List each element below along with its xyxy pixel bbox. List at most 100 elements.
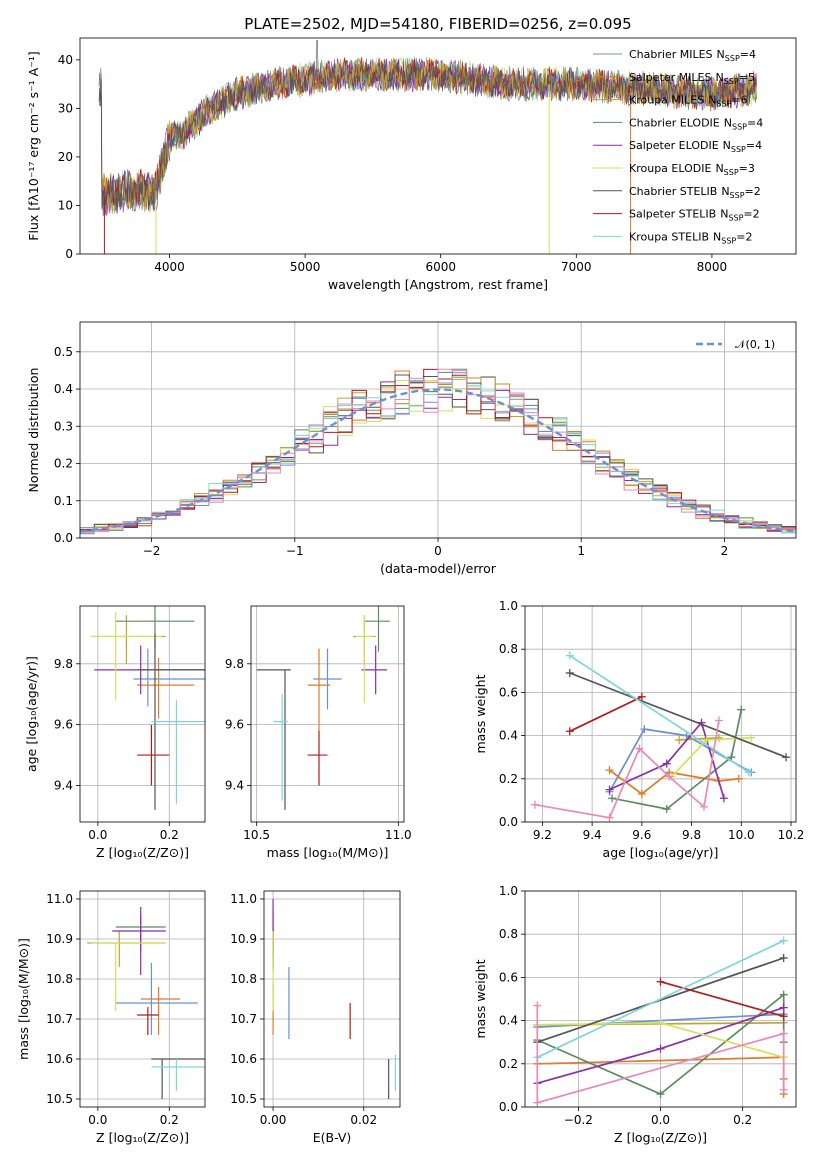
y-tick-label: 0.4	[499, 729, 518, 743]
weight-marker	[533, 1001, 542, 1010]
plot-area	[272, 899, 397, 1099]
y-tick-label: 10	[58, 198, 73, 212]
y-tick-label: 0.4	[54, 382, 73, 396]
x-tick-label: 0.2	[160, 1113, 179, 1127]
axes-frame: 0.0 0.2 10.5 10.6 10.7 10.8 10.9 11.0 Z [log₁₀(Z…	[16, 890, 206, 1145]
y-tick-label: 0.6	[499, 685, 518, 699]
y-tick-label: 1.0	[499, 884, 518, 898]
legend-eq: =	[736, 230, 745, 243]
legend-n-label: N	[717, 48, 725, 61]
y-axis-label: Flux [fλ10⁻¹⁷ erg cm⁻² s⁻¹ A⁻¹]	[26, 51, 41, 240]
normal-curve	[79, 388, 797, 533]
y-tick-label: 10.7	[230, 1012, 257, 1026]
legend-n-label: N	[713, 230, 721, 243]
y-tick-label: 20	[58, 150, 73, 164]
legend-n-sub: SSP	[724, 168, 739, 177]
x-tick-label: 0.2	[733, 1113, 752, 1127]
weight-marker	[779, 953, 788, 962]
weight-series-line	[611, 709, 743, 810]
legend-name: Kroupa MILES	[629, 94, 704, 107]
residuals-panel: −2 −1 0 1 2 0.0 0.1 0.2 0.3 0.4 0.5 (data-model)/er…	[26, 321, 797, 576]
x-tick-label: 0.0	[651, 1113, 670, 1127]
y-tick-label: 1.0	[499, 599, 518, 613]
axes-border	[79, 890, 206, 1108]
weight-series-line	[534, 720, 720, 819]
y-tick-label: 40	[58, 53, 73, 67]
weight-marker	[779, 1085, 788, 1094]
legend-n-sub: SSP	[731, 145, 746, 154]
y-tick-label: 0.5	[54, 345, 73, 359]
legend-eq: =	[743, 208, 752, 221]
x-tick-label: 0.0	[88, 828, 107, 842]
weight-marker	[640, 725, 649, 734]
legend-n-label: N	[721, 185, 729, 198]
weight-marker	[662, 759, 671, 768]
axes-border	[524, 890, 797, 1108]
y-tick-label: 11.0	[46, 892, 73, 906]
legend-entry: Salpeter ELODIE NSSP=4	[629, 139, 762, 154]
y-tick-label: 10.9	[230, 932, 257, 946]
legend-entry: Salpeter MILES NSSP=5	[629, 71, 755, 86]
x-tick-label: −2	[143, 544, 161, 558]
y-tick-label: 0.0	[499, 815, 518, 829]
y-tick-label: 10.5	[46, 1092, 73, 1106]
x-tick-label: 0.2	[160, 828, 179, 842]
y-tick-label: 0.2	[54, 457, 73, 471]
weight-marker	[782, 753, 791, 762]
x-tick-label: 1	[577, 544, 585, 558]
x-tick-label: 9.2	[533, 828, 552, 842]
weight-marker	[727, 753, 736, 762]
legend-n-label: N	[715, 162, 723, 175]
weight-marker	[682, 731, 691, 740]
axes-frame: 9.2 9.4 9.6 9.8 10.0 10.2 0.0 0.2 0.4 0.6 0.8 1.0 ag…	[473, 599, 804, 860]
axes-border	[263, 890, 401, 1108]
x-tick-label: 2	[721, 544, 729, 558]
y-tick-label: 9.6	[225, 718, 244, 732]
axes-frame: −2 −1 0 1 2 0.0 0.1 0.2 0.3 0.4 0.5 (data-model)/er…	[26, 321, 797, 576]
figure-title: PLATE=2502, MJD=54180, FIBERID=0256, z=0…	[244, 15, 631, 33]
weight-marker	[702, 735, 711, 744]
x-tick-label: 0.02	[350, 1113, 377, 1127]
weight-marker	[656, 977, 665, 986]
legend-n-value: 4	[749, 48, 756, 61]
weight-series-line	[660, 980, 784, 1018]
x-tick-label: 0	[434, 544, 442, 558]
mass-vs-ebv-panel: 0.00 0.02 10.5 10.6 10.7 10.8 10.9 11.0 E(B-V)	[230, 890, 401, 1145]
legend-eq: =	[747, 116, 756, 129]
weight-marker	[565, 651, 574, 660]
y-tick-label: 9.6	[54, 718, 73, 732]
weight-series-line	[569, 695, 643, 733]
weight-marker	[637, 789, 646, 798]
weight-marker	[530, 800, 539, 809]
axes-frame: 0.0 0.2 9.4 9.6 9.8 Z [log₁₀(Z/Z⊙)] age [log₁₀…	[24, 605, 206, 860]
axes-border	[524, 605, 797, 823]
plot-area	[98, 40, 757, 254]
legend-n-value: 2	[754, 185, 761, 198]
spectrum-series-line	[98, 58, 757, 215]
legend-name: Chabrier STELIB	[629, 185, 717, 198]
weight-marker	[714, 716, 723, 725]
legend-entry: Chabrier STELIB NSSP=2	[629, 185, 761, 200]
y-axis-label: mass [log₁₀(M/M⊙)]	[16, 938, 31, 1060]
axes-border	[79, 605, 206, 823]
legend-n-sub: SSP	[724, 77, 739, 86]
weight-marker	[675, 735, 684, 744]
legend-eq: =	[739, 162, 748, 175]
y-tick-label: 9.4	[225, 778, 244, 792]
y-tick-label: 0.3	[54, 419, 73, 433]
weight-marker	[662, 805, 671, 814]
spectrum-panel: 4000 5000 6000 7000 8000 0 10 20 30 40 wavelength …	[26, 37, 797, 292]
weight-marker	[533, 1098, 542, 1107]
x-axis-label: Z [log₁₀(Z/Z⊙)]	[614, 1130, 707, 1145]
weight-series-line	[536, 1005, 785, 1104]
weight-marker	[744, 768, 753, 777]
legend-n-label: N	[715, 71, 723, 84]
y-tick-label: 0.4	[499, 1014, 518, 1028]
weight-marker	[608, 794, 617, 803]
x-axis-label: Z [log₁₀(Z/Z⊙)]	[96, 845, 189, 860]
axes-frame: 10.5 11.0 9.4 9.6 9.8 mass [log₁₀(M/M⊙)]	[225, 605, 412, 860]
weight-marker	[700, 802, 709, 811]
x-tick-label: 7000	[561, 260, 592, 274]
weight-marker	[656, 1090, 665, 1099]
